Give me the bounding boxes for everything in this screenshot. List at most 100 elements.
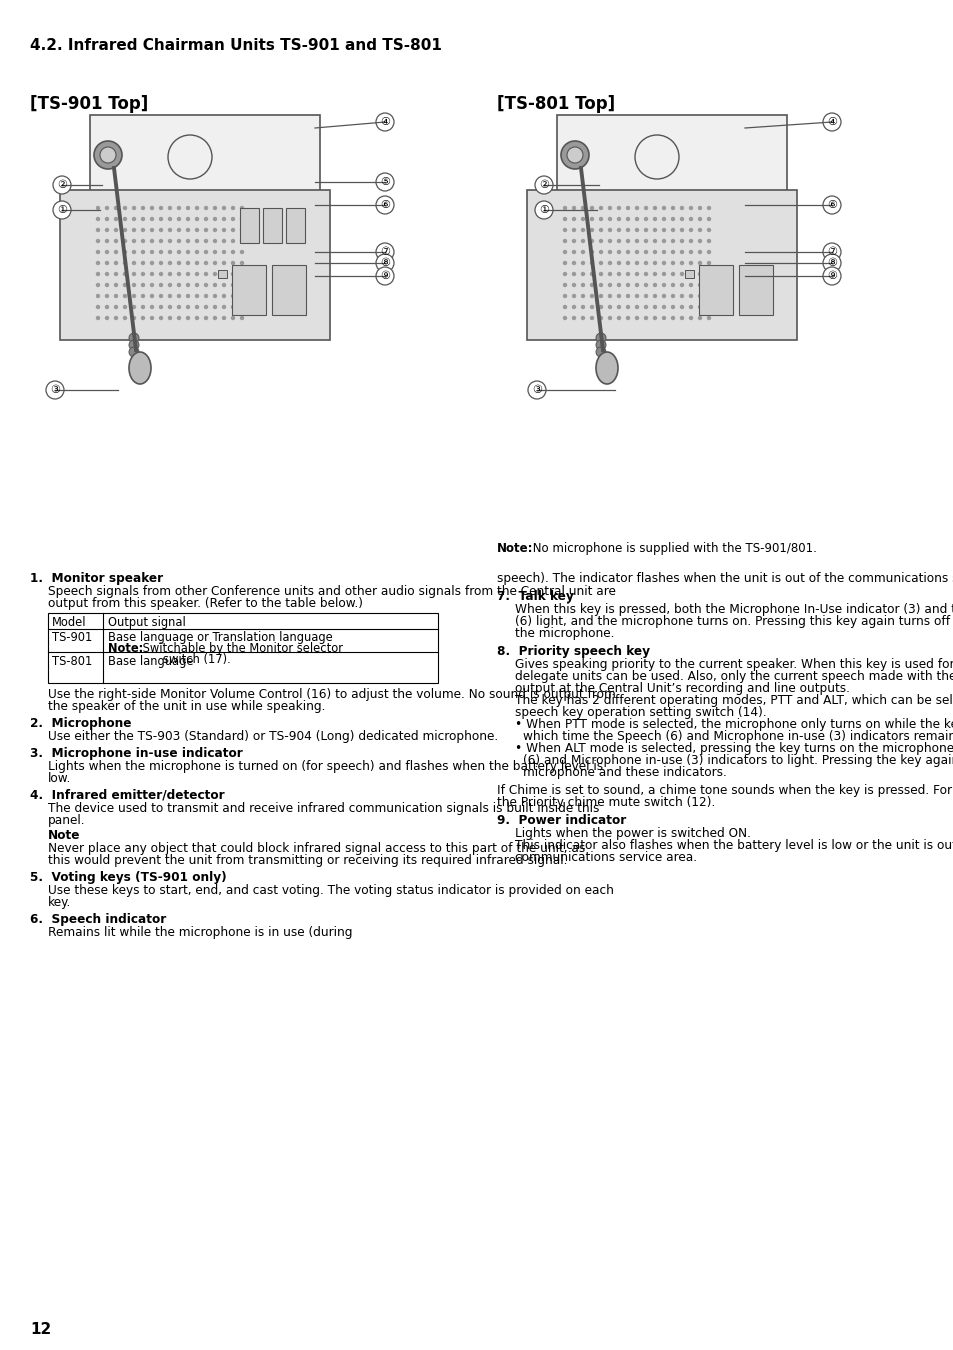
Circle shape xyxy=(195,262,198,265)
Circle shape xyxy=(608,228,611,231)
Circle shape xyxy=(608,284,611,286)
Circle shape xyxy=(653,294,656,297)
Text: key.: key. xyxy=(48,896,71,909)
Circle shape xyxy=(698,207,700,209)
Text: 1.  Monitor speaker: 1. Monitor speaker xyxy=(30,572,163,585)
Circle shape xyxy=(572,207,575,209)
Circle shape xyxy=(106,251,109,254)
Text: ⑥: ⑥ xyxy=(379,200,390,211)
Text: Note: Note xyxy=(48,829,80,842)
Circle shape xyxy=(644,305,647,309)
Circle shape xyxy=(679,239,682,243)
Circle shape xyxy=(635,305,638,309)
Circle shape xyxy=(598,239,602,243)
Circle shape xyxy=(644,273,647,275)
Circle shape xyxy=(195,239,198,243)
Circle shape xyxy=(598,294,602,297)
Circle shape xyxy=(96,217,99,220)
Circle shape xyxy=(159,228,162,231)
Circle shape xyxy=(240,228,243,231)
Circle shape xyxy=(204,262,208,265)
Circle shape xyxy=(96,239,99,243)
Circle shape xyxy=(222,217,225,220)
Circle shape xyxy=(671,273,674,275)
Text: the speaker of the unit in use while speaking.: the speaker of the unit in use while spe… xyxy=(48,701,325,713)
Circle shape xyxy=(114,305,117,309)
Circle shape xyxy=(707,217,710,220)
Text: delegate units can be used. Also, only the current speech made with the Priority: delegate units can be used. Also, only t… xyxy=(515,670,953,683)
Circle shape xyxy=(222,294,225,297)
Circle shape xyxy=(679,284,682,286)
Circle shape xyxy=(96,207,99,209)
Circle shape xyxy=(132,273,135,275)
Circle shape xyxy=(222,251,225,254)
Circle shape xyxy=(94,140,122,169)
Circle shape xyxy=(598,262,602,265)
Circle shape xyxy=(213,273,216,275)
Circle shape xyxy=(635,273,638,275)
Circle shape xyxy=(689,305,692,309)
Circle shape xyxy=(186,217,190,220)
Circle shape xyxy=(46,381,64,400)
Circle shape xyxy=(240,217,243,220)
Circle shape xyxy=(123,273,127,275)
Circle shape xyxy=(617,262,619,265)
Circle shape xyxy=(572,284,575,286)
Circle shape xyxy=(653,207,656,209)
Circle shape xyxy=(563,262,566,265)
Text: ⑨: ⑨ xyxy=(826,271,836,281)
Circle shape xyxy=(151,262,153,265)
Circle shape xyxy=(572,239,575,243)
Text: (6) and Microphone in-use (3) indicators to light. Pressing the key again turns : (6) and Microphone in-use (3) indicators… xyxy=(522,755,953,767)
Circle shape xyxy=(159,239,162,243)
Circle shape xyxy=(169,262,172,265)
Circle shape xyxy=(590,273,593,275)
Circle shape xyxy=(129,347,139,356)
Circle shape xyxy=(204,284,208,286)
Circle shape xyxy=(132,217,135,220)
Circle shape xyxy=(106,273,109,275)
Circle shape xyxy=(375,113,394,131)
Circle shape xyxy=(114,207,117,209)
Circle shape xyxy=(132,284,135,286)
Circle shape xyxy=(661,239,665,243)
Circle shape xyxy=(572,316,575,320)
Text: 2.  Microphone: 2. Microphone xyxy=(30,717,132,730)
Circle shape xyxy=(661,217,665,220)
Circle shape xyxy=(195,305,198,309)
Circle shape xyxy=(596,340,605,350)
Circle shape xyxy=(240,294,243,297)
Circle shape xyxy=(563,305,566,309)
Circle shape xyxy=(106,284,109,286)
Circle shape xyxy=(635,239,638,243)
Circle shape xyxy=(151,228,153,231)
Circle shape xyxy=(635,294,638,297)
Circle shape xyxy=(572,305,575,309)
Circle shape xyxy=(679,217,682,220)
Circle shape xyxy=(222,262,225,265)
Circle shape xyxy=(106,217,109,220)
Circle shape xyxy=(232,284,234,286)
Circle shape xyxy=(671,251,674,254)
Circle shape xyxy=(106,262,109,265)
Text: 5.  Voting keys (TS-901 only): 5. Voting keys (TS-901 only) xyxy=(30,871,227,884)
Text: 9.  Power indicator: 9. Power indicator xyxy=(497,814,625,828)
Circle shape xyxy=(204,316,208,320)
Circle shape xyxy=(114,316,117,320)
Circle shape xyxy=(129,340,139,350)
Circle shape xyxy=(106,294,109,297)
Text: 4.2. Infrared Chairman Units TS-901 and TS-801: 4.2. Infrared Chairman Units TS-901 and … xyxy=(30,38,441,53)
Circle shape xyxy=(213,294,216,297)
Circle shape xyxy=(566,147,582,163)
Circle shape xyxy=(169,316,172,320)
Circle shape xyxy=(598,273,602,275)
Circle shape xyxy=(596,347,605,356)
Circle shape xyxy=(598,251,602,254)
Circle shape xyxy=(204,239,208,243)
Polygon shape xyxy=(232,265,266,315)
Circle shape xyxy=(707,305,710,309)
Circle shape xyxy=(671,316,674,320)
Circle shape xyxy=(132,294,135,297)
Text: [TS-801 Top]: [TS-801 Top] xyxy=(497,95,615,113)
Circle shape xyxy=(822,196,841,215)
